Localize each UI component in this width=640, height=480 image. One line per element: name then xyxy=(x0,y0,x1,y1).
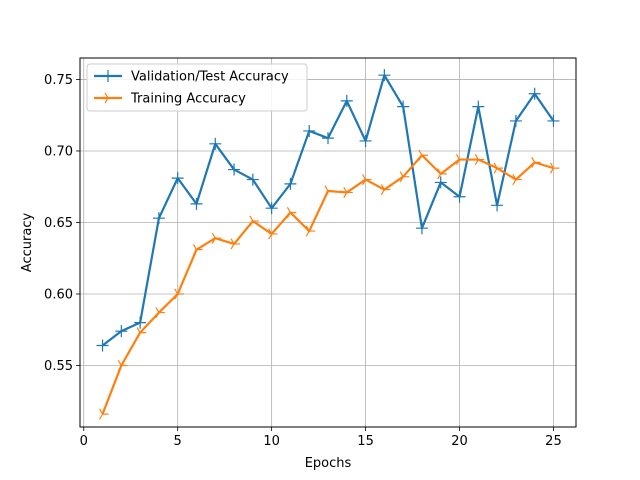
data-point xyxy=(453,190,466,203)
data-point xyxy=(171,172,184,185)
data-point xyxy=(136,327,147,339)
data-point xyxy=(399,171,410,183)
series-layer xyxy=(96,69,560,420)
data-point xyxy=(493,162,504,174)
data-point xyxy=(472,100,485,113)
data-point xyxy=(362,174,372,186)
data-point xyxy=(284,177,297,190)
axis-ticks: 0 5 10 15 20 25 0.55 0.60 0.65 0.70 0.75 xyxy=(44,73,562,449)
data-point xyxy=(228,163,241,176)
data-point xyxy=(418,149,428,161)
data-point xyxy=(397,100,410,113)
data-point xyxy=(549,162,560,174)
data-point xyxy=(512,174,522,186)
data-point xyxy=(268,228,278,240)
data-point xyxy=(249,215,259,227)
x-tick-label: 10 xyxy=(263,434,280,449)
series-training-accuracy xyxy=(99,149,560,420)
data-point xyxy=(437,168,447,180)
data-point xyxy=(547,114,560,127)
legend-label: Training Accuracy xyxy=(130,92,246,107)
data-point xyxy=(286,206,297,218)
data-point xyxy=(359,134,372,147)
data-point xyxy=(155,307,165,319)
x-tick-label: 0 xyxy=(80,434,88,449)
x-tick-label: 5 xyxy=(174,434,182,449)
data-point xyxy=(340,94,353,107)
x-tick-label: 20 xyxy=(451,434,468,449)
data-point xyxy=(115,325,128,338)
grid xyxy=(80,58,576,427)
legend-swatch-marker xyxy=(102,70,114,82)
x-tick-label: 25 xyxy=(545,434,562,449)
data-point xyxy=(455,154,466,166)
x-tick-label: 15 xyxy=(357,434,374,449)
data-point xyxy=(380,184,391,196)
data-point xyxy=(509,114,522,127)
data-point xyxy=(415,222,428,235)
legend-swatch-marker xyxy=(104,92,114,104)
data-point xyxy=(322,132,334,145)
data-point xyxy=(117,360,128,371)
data-point xyxy=(474,154,485,166)
series-validation-test-accuracy xyxy=(96,69,560,352)
data-point xyxy=(305,225,316,237)
y-tick-label: 0.65 xyxy=(44,216,73,231)
data-point xyxy=(99,408,109,420)
data-point xyxy=(378,69,391,82)
y-tick-label: 0.70 xyxy=(44,144,73,159)
data-point xyxy=(96,339,109,352)
legend: Validation/Test Accuracy Training Accurac… xyxy=(86,63,308,112)
data-point xyxy=(192,244,203,256)
data-point xyxy=(152,212,165,225)
legend-label: Validation/Test Accuracy xyxy=(131,70,289,85)
data-point xyxy=(343,186,353,198)
data-point xyxy=(434,176,447,189)
data-point xyxy=(528,87,541,100)
plot-frame xyxy=(79,57,577,428)
data-point xyxy=(265,202,278,215)
data-point xyxy=(134,316,147,329)
data-point xyxy=(303,124,316,137)
legend-box xyxy=(86,63,308,112)
data-point xyxy=(174,288,184,300)
y-tick-label: 0.60 xyxy=(44,287,73,302)
data-point xyxy=(531,156,541,168)
data-point xyxy=(209,137,222,150)
data-point xyxy=(230,238,241,250)
data-point xyxy=(491,199,504,212)
data-point xyxy=(190,197,203,210)
data-point xyxy=(246,173,259,186)
y-tick-label: 0.75 xyxy=(44,73,73,88)
y-axis-label: Accuracy xyxy=(20,213,35,273)
x-axis-label: Epochs xyxy=(305,456,352,471)
data-point xyxy=(324,185,334,197)
y-tick-label: 0.55 xyxy=(44,359,73,374)
data-point xyxy=(211,232,222,244)
